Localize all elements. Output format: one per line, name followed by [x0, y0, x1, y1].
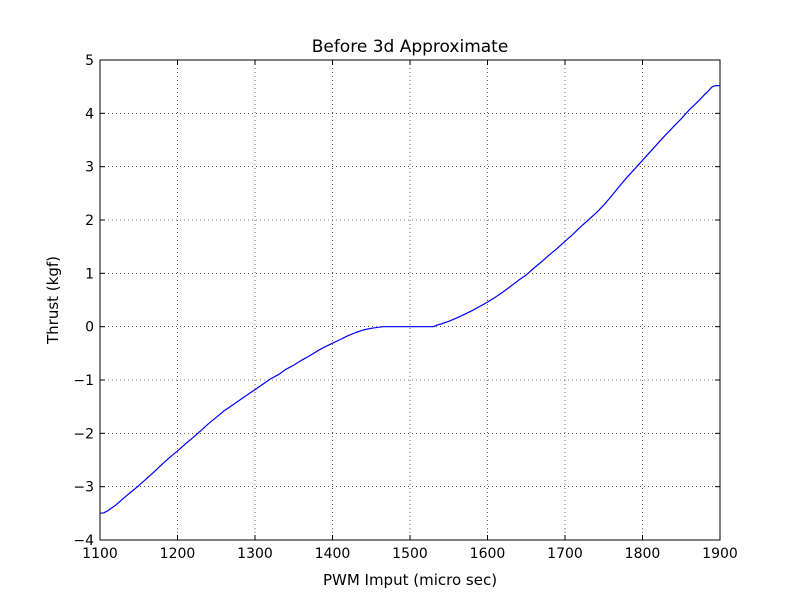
series-layer [99, 84, 720, 514]
y-axis-label: Thrust (kgf) [44, 256, 62, 345]
x-tick-label: 1400 [315, 546, 351, 562]
x-tick-label: 1800 [625, 546, 661, 562]
x-tick-label: 1200 [160, 546, 196, 562]
y-tick-label: −1 [73, 373, 94, 389]
y-tick-label: −2 [73, 426, 94, 442]
y-tick-label: 2 [85, 213, 94, 229]
y-tick-label: 5 [85, 53, 94, 69]
y-tick-label: −3 [73, 480, 94, 496]
x-tick-label: 1900 [702, 546, 738, 562]
y-tick-label: −4 [73, 533, 94, 549]
x-axis-label: PWM Imput (micro sec) [323, 571, 497, 589]
x-tick-label: 1300 [237, 546, 273, 562]
y-tick-label: 3 [85, 160, 94, 176]
y-tick-label: 1 [85, 266, 94, 282]
x-tick-label: 1600 [470, 546, 506, 562]
x-tick-label: 1500 [392, 546, 428, 562]
x-tick-label: 1700 [547, 546, 583, 562]
x-tick-label: 1100 [82, 546, 118, 562]
y-tick-label: 4 [85, 106, 94, 122]
y-tick-label: 0 [85, 320, 94, 336]
chart-title: Before 3d Approximate [312, 37, 509, 57]
axis-ticks: 1100 1200 1300 1400 1500 1600 1700 1800 1900 −4 −3… [73, 53, 737, 562]
series-line-0 [99, 84, 720, 514]
